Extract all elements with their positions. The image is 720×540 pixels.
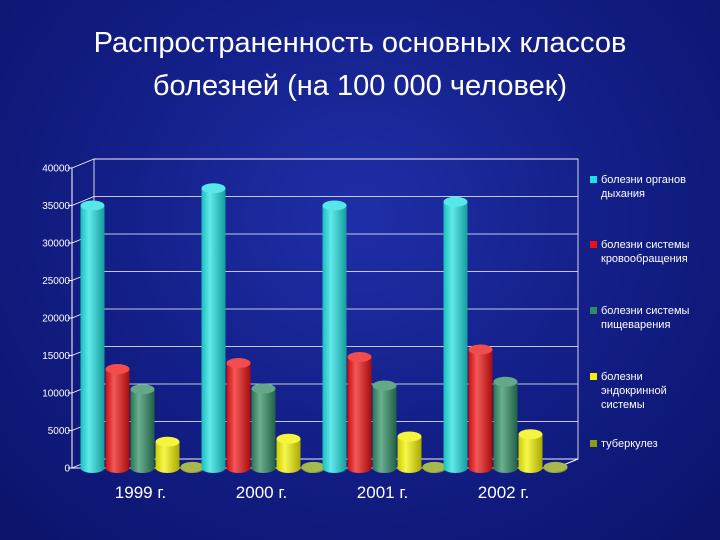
bar xyxy=(105,364,130,473)
legend-label: болезни органов xyxy=(601,174,686,186)
x-category-label: 2000 г. xyxy=(236,483,287,502)
bar xyxy=(155,436,180,473)
legend-item: туберкулез xyxy=(590,438,658,450)
bar xyxy=(372,380,397,473)
bar-body xyxy=(372,385,397,473)
bar-top xyxy=(301,461,326,472)
bar xyxy=(347,352,372,473)
bar-top xyxy=(155,436,180,447)
y-tick-label: 5000 xyxy=(48,426,71,437)
bar xyxy=(251,383,276,473)
bar-top xyxy=(397,431,422,442)
bar xyxy=(130,384,155,473)
bar-body xyxy=(468,349,493,473)
legend-label: пищеварения xyxy=(601,319,670,331)
bar-body xyxy=(397,436,422,473)
x-category-label: 2002 г. xyxy=(478,483,529,502)
legend-label: системы xyxy=(601,399,645,411)
bar-body xyxy=(251,388,276,473)
bar xyxy=(276,433,301,473)
bar-body xyxy=(322,205,347,473)
bar xyxy=(397,431,422,473)
bar-top xyxy=(443,196,468,207)
bar-top xyxy=(251,383,276,394)
gridline-depth xyxy=(71,196,95,206)
legend-label: болезни системы xyxy=(601,305,690,317)
bar-body xyxy=(493,381,518,473)
legend-label: кровообращения xyxy=(601,253,688,265)
y-tick-label: 40000 xyxy=(42,164,70,175)
legend-swatch xyxy=(590,176,597,183)
legend-label: болезни xyxy=(601,371,643,383)
legend-label: дыхания xyxy=(601,188,645,200)
bar-body xyxy=(443,201,468,473)
y-tick-label: 20000 xyxy=(42,314,70,325)
bar xyxy=(518,429,543,473)
bar xyxy=(468,344,493,473)
bar-top xyxy=(468,344,493,355)
bar-top xyxy=(347,352,372,362)
gridline-depth xyxy=(71,158,95,169)
bar-top xyxy=(80,200,105,211)
chart-labels: 0 5000 10000 15000 20000 25000 30000 35000 40000… xyxy=(42,164,529,503)
bar xyxy=(80,200,105,473)
bar-body xyxy=(276,438,301,473)
bar-top xyxy=(105,364,130,374)
bar xyxy=(422,461,447,473)
y-tick-label: 15000 xyxy=(42,351,70,362)
legend-swatch xyxy=(590,241,597,248)
chart-bars xyxy=(80,183,568,473)
legend-item: болезни эндокринной системы xyxy=(590,371,667,411)
legend-item: болезни органов дыхания xyxy=(590,174,686,200)
bar-body xyxy=(155,441,180,473)
bar-top xyxy=(226,358,251,368)
y-tick-label: 25000 xyxy=(42,276,70,287)
legend-swatch xyxy=(590,307,597,314)
bar-top xyxy=(543,461,568,472)
bar-body xyxy=(347,357,372,473)
bar-body xyxy=(201,188,226,473)
y-tick-label: 10000 xyxy=(42,389,70,400)
bar-top xyxy=(422,461,447,472)
bar xyxy=(443,196,468,473)
bar-top xyxy=(130,384,155,395)
y-tick-label: 0 xyxy=(64,464,70,475)
bar-body xyxy=(80,205,105,473)
bar xyxy=(322,200,347,473)
bar xyxy=(493,376,518,473)
bar-top xyxy=(322,200,347,211)
bar xyxy=(543,461,568,473)
x-category-label: 2001 г. xyxy=(357,483,408,502)
bar-top xyxy=(276,433,301,444)
bar xyxy=(180,461,205,473)
bar-body xyxy=(518,434,543,473)
bar-top xyxy=(180,461,205,472)
slide-title: Распространенность основных классов боле… xyxy=(93,27,627,102)
legend-item: болезни системы пищеварения xyxy=(590,305,690,331)
bar-body xyxy=(226,363,251,473)
legend-swatch xyxy=(590,373,597,380)
bar xyxy=(301,461,326,473)
y-tick-label: 35000 xyxy=(42,201,70,212)
legend-swatch xyxy=(590,440,597,447)
bar-body xyxy=(130,389,155,473)
y-tick-label: 30000 xyxy=(42,239,70,250)
bar-top xyxy=(518,429,543,440)
bar-body xyxy=(105,369,130,473)
bar xyxy=(226,358,251,473)
bar-top xyxy=(201,183,226,194)
chart-legend: болезни органов дыхания болезни системы кро… xyxy=(590,174,690,450)
x-category-label: 1999 г. xyxy=(115,483,166,502)
bar-top xyxy=(372,380,397,391)
legend-label: болезни системы xyxy=(601,239,690,251)
legend-item: болезни системы кровообращения xyxy=(590,239,690,265)
legend-label: туберкулез xyxy=(601,438,658,450)
bar xyxy=(201,183,226,473)
legend-label: эндокринной xyxy=(601,385,667,397)
bar-top xyxy=(493,376,518,387)
